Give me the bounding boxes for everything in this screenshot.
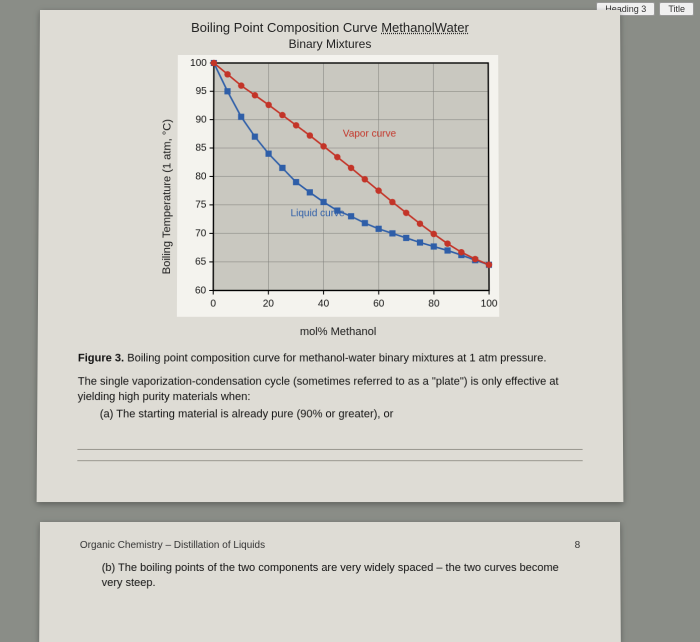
svg-text:85: 85 <box>195 143 207 154</box>
svg-text:65: 65 <box>195 257 207 268</box>
svg-text:90: 90 <box>196 115 208 126</box>
figure-label: Figure 3. <box>78 352 124 364</box>
chart-subtitle: Binary Mixtures <box>80 37 580 51</box>
svg-text:100: 100 <box>190 58 207 69</box>
svg-text:20: 20 <box>263 299 275 310</box>
svg-text:95: 95 <box>196 86 208 97</box>
footer-page-number: 8 <box>575 540 581 551</box>
figure-caption: Figure 3. Boiling point composition curv… <box>78 352 582 364</box>
svg-text:Liquid curve: Liquid curve <box>291 208 346 219</box>
ribbon-title[interactable]: Title <box>659 2 694 16</box>
figure-caption-text: Boiling point composition curve for meth… <box>127 352 546 364</box>
svg-text:70: 70 <box>195 228 207 239</box>
boiling-point-chart: 0 20 40 60 80 100 60 65 70 75 80 85 90 95 100 Vapor cur… <box>177 55 499 317</box>
body-item-b: (b) The boiling points of the two compon… <box>102 561 581 591</box>
svg-text:0: 0 <box>210 299 216 310</box>
chart-title-pre: Boiling Point Composition Curve <box>191 20 381 35</box>
svg-text:60: 60 <box>195 285 207 296</box>
svg-text:60: 60 <box>373 299 385 310</box>
svg-text:Vapor curve: Vapor curve <box>343 129 397 140</box>
footer-left: Organic Chemistry – Distillation of Liqu… <box>80 540 265 551</box>
svg-text:80: 80 <box>428 299 440 310</box>
body-paragraph-1: The single vaporization-condensation cyc… <box>78 375 583 405</box>
writing-rule-2 <box>77 460 582 461</box>
chart-title: Boiling Point Composition Curve Methanol… <box>80 20 580 35</box>
chart-title-methanol-water: MethanolWater <box>381 20 469 35</box>
chart-ylabel: Boiling Temperature (1 atm, °C) <box>161 119 174 274</box>
document-page-2: Organic Chemistry – Distillation of Liqu… <box>39 522 621 642</box>
svg-text:40: 40 <box>318 299 330 310</box>
svg-text:80: 80 <box>195 171 207 182</box>
chart-xlabel: mol% Methanol <box>177 326 500 338</box>
page-footer: Organic Chemistry – Distillation of Liqu… <box>80 540 580 551</box>
document-page-1: Boiling Point Composition Curve Methanol… <box>37 10 624 502</box>
svg-text:100: 100 <box>481 299 498 310</box>
writing-rule-1 <box>77 448 582 449</box>
svg-text:75: 75 <box>195 200 207 211</box>
chart-wrap: Boiling Temperature (1 atm, °C) 0 20 40 60 8… <box>78 55 582 338</box>
body-item-a: (a) The starting material is already pur… <box>100 407 583 422</box>
